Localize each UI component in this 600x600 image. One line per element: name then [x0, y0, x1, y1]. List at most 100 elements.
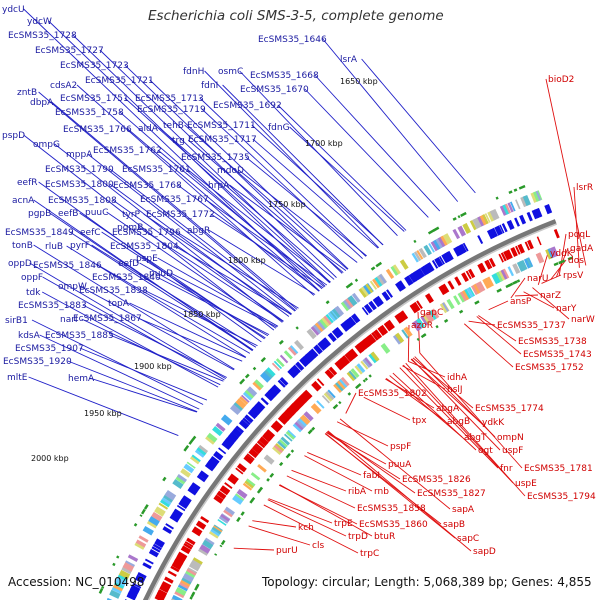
- reverse-gene-label[interactable]: lsrR: [576, 183, 593, 193]
- forward-gene-label[interactable]: EcSMS35_1721: [85, 76, 154, 86]
- reverse-gene-label[interactable]: rnb: [374, 487, 389, 497]
- forward-gene-label[interactable]: fdnG: [268, 123, 290, 133]
- forward-gene-label[interactable]: acnA: [12, 196, 35, 206]
- reverse-gene-label[interactable]: uspF: [502, 446, 523, 456]
- forward-gene-label[interactable]: rluB: [45, 242, 63, 252]
- forward-gene-label[interactable]: EcSMS35_1838: [79, 286, 148, 296]
- forward-gene-label[interactable]: EcSMS35_1885: [45, 331, 114, 341]
- reverse-gene-label[interactable]: tpx: [412, 416, 427, 426]
- forward-gene-label[interactable]: EcSMS35_1766: [63, 125, 132, 135]
- reverse-gene-label[interactable]: narZ: [540, 291, 561, 301]
- forward-gene-label[interactable]: osmC: [218, 67, 243, 77]
- forward-gene-label[interactable]: pspD: [2, 131, 25, 141]
- forward-gene-label[interactable]: tdk: [26, 288, 41, 298]
- reverse-gene-label[interactable]: btuR: [374, 532, 395, 542]
- reverse-gene-label[interactable]: fnr: [500, 464, 513, 474]
- reverse-gene-label[interactable]: EcSMS35_1827: [417, 489, 486, 499]
- reverse-gene-label[interactable]: sapA: [452, 505, 475, 515]
- forward-gene-label[interactable]: hemA: [68, 374, 95, 384]
- forward-gene-label[interactable]: EcSMS35_1849: [5, 228, 74, 238]
- reverse-gene-label[interactable]: EcSMS35_1774: [475, 404, 544, 414]
- forward-gene-label[interactable]: EcSMS35_1761: [122, 165, 191, 175]
- reverse-gene-label[interactable]: trpD: [348, 532, 368, 542]
- reverse-gene-label[interactable]: sapB: [443, 520, 465, 530]
- forward-gene-label[interactable]: EcSMS35_1692: [213, 101, 282, 111]
- reverse-gene-label[interactable]: ogt: [478, 446, 493, 456]
- reverse-gene-label[interactable]: cls: [312, 541, 324, 551]
- forward-gene-label[interactable]: eefD: [118, 259, 139, 269]
- forward-gene-label[interactable]: EcSMS35_1768: [113, 181, 182, 191]
- reverse-gene-label[interactable]: pqqL: [568, 230, 590, 240]
- forward-gene-label[interactable]: EcSMS35_1767: [140, 195, 209, 205]
- forward-gene-label[interactable]: puuC: [85, 208, 108, 218]
- reverse-gene-label[interactable]: gadA: [570, 244, 594, 254]
- forward-gene-label[interactable]: EcSMS35_1808: [48, 196, 117, 206]
- reverse-gene-label[interactable]: kch: [298, 523, 314, 533]
- reverse-gene-label[interactable]: fabI: [363, 471, 380, 481]
- reverse-gene-label[interactable]: sapC: [457, 534, 479, 544]
- forward-gene-label[interactable]: trg: [172, 136, 185, 146]
- reverse-gene-label[interactable]: abgT: [464, 433, 487, 443]
- forward-gene-label[interactable]: EcSMS35_1772: [146, 210, 215, 220]
- reverse-gene-label[interactable]: ompN: [497, 433, 524, 443]
- forward-gene-label[interactable]: mltE: [7, 373, 28, 383]
- forward-gene-label[interactable]: ydcU: [2, 5, 25, 15]
- forward-gene-label[interactable]: EcSMS35_1796: [112, 228, 181, 238]
- forward-gene-label[interactable]: tonB: [12, 241, 33, 251]
- forward-gene-label[interactable]: dbpA: [30, 98, 54, 108]
- forward-gene-label[interactable]: mdoD: [217, 166, 244, 176]
- forward-gene-label[interactable]: EcSMS35_1804: [110, 242, 179, 252]
- forward-gene-label[interactable]: EcSMS35_1758: [55, 108, 124, 118]
- forward-gene-label[interactable]: aldA: [138, 124, 159, 134]
- reverse-gene-label[interactable]: yddK: [550, 249, 574, 259]
- forward-gene-label[interactable]: zntB: [17, 88, 37, 98]
- forward-gene-label[interactable]: tyrP: [122, 210, 141, 220]
- reverse-gene-label[interactable]: EcSMS35_1752: [515, 363, 584, 373]
- forward-gene-label[interactable]: pgpB: [28, 209, 51, 219]
- reverse-gene-label[interactable]: narY: [556, 304, 577, 314]
- reverse-gene-label[interactable]: EcSMS35_1826: [402, 475, 471, 485]
- reverse-gene-label[interactable]: pspF: [390, 442, 411, 452]
- forward-gene-label[interactable]: fdnI: [201, 81, 218, 91]
- reverse-gene-label[interactable]: gapC: [420, 308, 443, 318]
- forward-gene-label[interactable]: EcSMS35_1867: [73, 314, 142, 324]
- forward-gene-label[interactable]: EcSMS35_1920: [3, 357, 72, 367]
- reverse-gene-label[interactable]: hslJ: [447, 385, 463, 395]
- forward-gene-label[interactable]: abgR: [187, 226, 210, 236]
- forward-gene-label[interactable]: narI: [60, 315, 78, 325]
- reverse-gene-label[interactable]: dos: [568, 256, 584, 266]
- forward-gene-label[interactable]: EcSMS35_1790: [45, 165, 114, 175]
- forward-gene-label[interactable]: EcSMS35_1719: [137, 105, 206, 115]
- reverse-gene-label[interactable]: purU: [276, 546, 298, 556]
- forward-gene-label[interactable]: EcSMS35_1762: [93, 146, 162, 156]
- forward-gene-label[interactable]: EcSMS35_1646: [258, 35, 327, 45]
- forward-gene-label[interactable]: oppD: [8, 259, 32, 269]
- reverse-gene-label[interactable]: ydkK: [482, 418, 505, 428]
- reverse-gene-label[interactable]: EcSMS35_1794: [527, 492, 596, 502]
- reverse-gene-label[interactable]: azoR: [411, 321, 433, 331]
- forward-gene-label[interactable]: ompW: [58, 282, 87, 292]
- forward-gene-label[interactable]: EcSMS35_1668: [250, 71, 319, 81]
- reverse-gene-label[interactable]: ribA: [348, 487, 367, 497]
- reverse-gene-label[interactable]: ansP: [510, 297, 532, 307]
- forward-gene-label[interactable]: mppA: [66, 150, 93, 160]
- forward-gene-label[interactable]: topA: [108, 299, 130, 309]
- forward-gene-label[interactable]: kdsA: [18, 331, 41, 341]
- reverse-gene-label[interactable]: trpC: [360, 549, 379, 559]
- forward-gene-label[interactable]: pgmB: [117, 223, 143, 233]
- forward-gene-label[interactable]: sirB1: [5, 316, 28, 326]
- forward-gene-label[interactable]: eefB: [58, 209, 78, 219]
- forward-gene-label[interactable]: pspE: [136, 254, 158, 264]
- forward-gene-label[interactable]: cdsA2: [50, 81, 77, 91]
- forward-gene-label[interactable]: EcSMS35_1907: [15, 344, 84, 354]
- forward-gene-label[interactable]: EcSMS35_1751: [60, 94, 129, 104]
- reverse-gene-label[interactable]: EcSMS35_1802: [358, 389, 427, 399]
- reverse-gene-label[interactable]: EcSMS35_1743: [523, 350, 592, 360]
- forward-gene-label[interactable]: ompG: [33, 140, 60, 150]
- forward-gene-label[interactable]: EcSMS35_1717: [188, 135, 257, 145]
- forward-gene-label[interactable]: puuD: [149, 269, 173, 279]
- reverse-gene-label[interactable]: EcSMS35_1860: [359, 520, 428, 530]
- reverse-gene-label[interactable]: uspE: [515, 479, 537, 489]
- reverse-gene-label[interactable]: idhA: [447, 373, 468, 383]
- reverse-gene-label[interactable]: EcSMS35_1738: [518, 337, 587, 347]
